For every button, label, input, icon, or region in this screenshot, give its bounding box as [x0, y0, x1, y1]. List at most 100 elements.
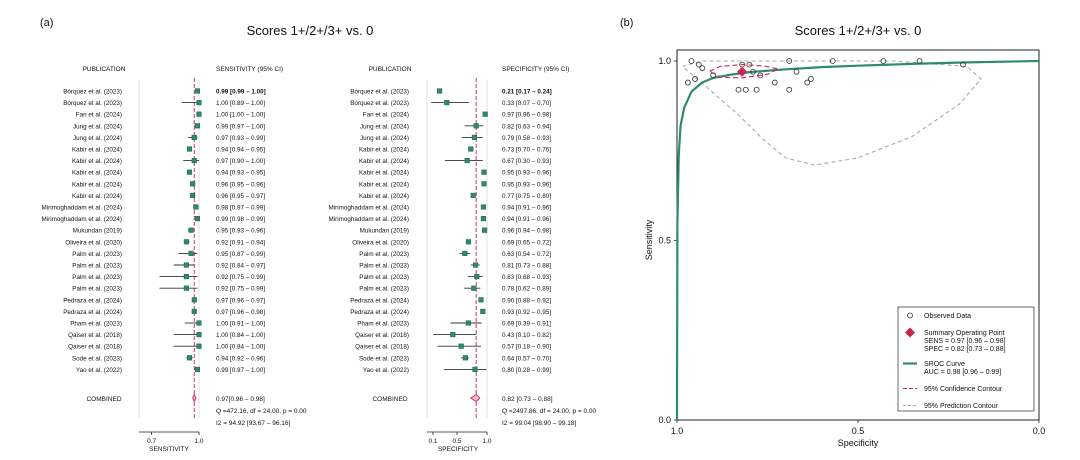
- sensitivity-rows: Bórquez et al. (2023) 0.99 [0.99 – 1.00] B…: [42, 78, 266, 418]
- sens-ci-label: 0.92 [0.75 – 0.99]: [216, 286, 265, 293]
- spec-ci-label: 0.78 [0.62 – 0.89]: [502, 286, 551, 293]
- sens-ci-label: 0.96 [0.95 – 0.97]: [216, 193, 265, 200]
- sens-ci-label: 1.00 [0.84 – 1.00]: [216, 344, 265, 351]
- spec-ci-label: 0.97 [0.96 – 0.98]: [502, 112, 551, 119]
- sens-point-marker: [183, 262, 189, 268]
- legend-label: Summary Operating Point: [924, 330, 1005, 337]
- sroc-y-tick-label: 0.0: [658, 415, 671, 425]
- observed-data-point: [880, 58, 887, 64]
- sens-axis-tick-label: 1.0: [194, 438, 203, 445]
- specificity-rows: Bórquez et al. (2023) 0.21 [0.17 – 0.24] B…: [329, 78, 552, 418]
- sens-publication-label: Pedraza et al. (2024): [63, 297, 122, 304]
- spec-point-marker: [482, 111, 488, 117]
- sens-ci-label: 0.95 [0.87 – 0.99]: [216, 251, 265, 258]
- sensitivity-axis-label: SENSITIVITY: [149, 446, 189, 453]
- observed-data-point: [916, 58, 923, 64]
- spec-q-stat: Q =2497.86, df = 24.00, p = 0.00: [502, 408, 597, 415]
- panel-b-label: (b): [620, 17, 633, 29]
- sroc-plot-panel: (b) Scores 1+/2+/3+ vs. 0 1.0 0.5 0.0 0.0 0.…: [620, 17, 1045, 448]
- observed-data-point: [699, 65, 706, 72]
- spec-ci-label: 0.77 [0.75 – 0.80]: [502, 193, 551, 200]
- sens-point-marker: [193, 204, 199, 210]
- spec-publication-label: Mirimoghaddam et al. (2024): [329, 205, 410, 212]
- spec-ci-label: 0.57 [0.18 – 0.90]: [502, 344, 551, 351]
- spec-publication-label: Qaiser et al. (2018): [355, 344, 409, 351]
- sens-ci-label: 0.99 [0.97 – 1.00]: [216, 123, 265, 130]
- observed-data-point: [750, 68, 756, 75]
- sens-point-marker: [196, 100, 202, 106]
- spec-publication-label: Palm et al. (2023): [359, 263, 409, 270]
- spec-axis-tick-label: 0.5: [452, 438, 461, 445]
- legend-label: 95% Confidence Contour: [924, 386, 1003, 393]
- spec-publication-label: Oliveira et al. (2020): [352, 239, 409, 246]
- sens-point-marker: [196, 343, 202, 349]
- sens-ci-label: 0.97 [0.96 – 0.97]: [216, 297, 265, 304]
- sens-ci-label: 0.94 [0.94 – 0.95]: [216, 147, 265, 154]
- sens-ci-label: 1.00 [1.00 – 1.00]: [216, 112, 265, 119]
- spec-point-marker: [471, 285, 477, 291]
- sens-ci-label: 0.94 [0.93 – 0.95]: [216, 170, 265, 177]
- sroc-x-tick-label: 1.0: [671, 426, 684, 436]
- spec-point-marker: [468, 146, 474, 152]
- spec-ci-label: 0.94 [0.91 – 0.96]: [502, 205, 551, 212]
- spec-ci-label: 0.33 [0.07 – 0.70]: [502, 100, 551, 107]
- spec-publication-label: Fan et al. (2024): [363, 112, 409, 119]
- spec-publication-label: Kabir et al. (2024): [359, 147, 409, 154]
- legend-sublabel: AUC = 0.98 [0.96 – 0.99]: [924, 369, 1001, 376]
- observed-data-point: [771, 79, 778, 86]
- sens-point-marker: [191, 158, 197, 164]
- spec-publication-label: Jung et al. (2024): [360, 135, 409, 142]
- panel-a-label: (a): [40, 17, 53, 29]
- spec-publication-label: Bórquez et al. (2023): [350, 100, 409, 107]
- spec-ci-label: 0.43 [0.10 – 0.82]: [502, 332, 551, 339]
- sens-publication-label: Kabir et al. (2024): [72, 193, 122, 200]
- sens-publication-label: Bórquez et al. (2023): [63, 100, 122, 107]
- sens-point-marker: [194, 366, 200, 372]
- spec-ci-label: 0.80 [0.28 – 0.99]: [502, 367, 551, 374]
- sens-combined-diamond: [192, 393, 197, 403]
- legend-summary-symbol: [905, 327, 915, 338]
- sens-point-marker: [191, 297, 197, 303]
- sens-publication-label: Palm et al. (2023): [72, 286, 122, 293]
- spec-publication-label: Kabir et al. (2024): [359, 193, 409, 200]
- spec-ci-header: SPECIFICITY (95% CI): [502, 66, 569, 73]
- spec-point-marker: [462, 355, 468, 361]
- sens-publication-label: Kabir et al. (2024): [72, 170, 122, 177]
- spec-axis-tick-label: 0.1: [428, 438, 437, 445]
- sens-q-stat: Q =472.16, df = 24.00, p = 0.00: [216, 408, 307, 415]
- spec-ci-label: 0.73 [0.70 – 0.76]: [502, 147, 551, 154]
- sens-publication-label: Palm et al. (2023): [72, 251, 122, 258]
- sens-point-marker: [191, 308, 197, 314]
- sens-publication-header: PUBLICATION: [83, 66, 126, 73]
- sens-publication-label: Kabir et al. (2024): [72, 158, 122, 165]
- sens-point-marker: [194, 123, 200, 129]
- sens-publication-label: Kabir et al. (2024): [72, 147, 122, 154]
- sens-publication-label: Oliveira et al. (2020): [65, 239, 122, 246]
- spec-ci-label: 0.67 [0.30 – 0.93]: [502, 158, 551, 165]
- spec-ci-label: 0.94 [0.91 – 0.96]: [502, 216, 551, 223]
- sens-point-marker: [183, 239, 189, 245]
- sroc-marks: [675, 58, 1040, 421]
- sens-publication-label: Kabir et al. (2024): [72, 181, 122, 188]
- observed-data-point: [829, 58, 836, 64]
- sens-point-marker: [186, 146, 193, 152]
- spec-point-marker: [450, 332, 456, 338]
- spec-point-marker: [462, 250, 468, 256]
- sens-point-marker: [190, 181, 196, 187]
- sens-publication-label: Qaiser et al. (2018): [68, 344, 122, 351]
- spec-point-marker: [480, 308, 486, 314]
- spec-publication-label: Yao et al. (2022): [363, 367, 409, 374]
- spec-ci-label: 0.95 [0.93 – 0.96]: [502, 170, 551, 177]
- observed-data-point: [692, 76, 698, 82]
- sens-publication-label: Mirimoghaddam et al. (2024): [42, 216, 123, 223]
- spec-point-marker: [458, 343, 464, 349]
- sens-ci-label: 0.98 [0.97 – 0.99]: [216, 205, 265, 212]
- sens-ci-label: 0.99 [0.99 – 1.00]: [216, 89, 266, 96]
- sens-point-marker: [190, 192, 196, 198]
- spec-publication-label: Jung et al. (2024): [360, 123, 409, 130]
- spec-point-marker: [437, 88, 443, 94]
- legend-sublabel: SPEC = 0.82 [0.73 – 0.88]: [924, 346, 1006, 353]
- spec-publication-label: Mirimoghaddam et al. (2024): [329, 216, 410, 223]
- spec-point-marker: [480, 216, 486, 222]
